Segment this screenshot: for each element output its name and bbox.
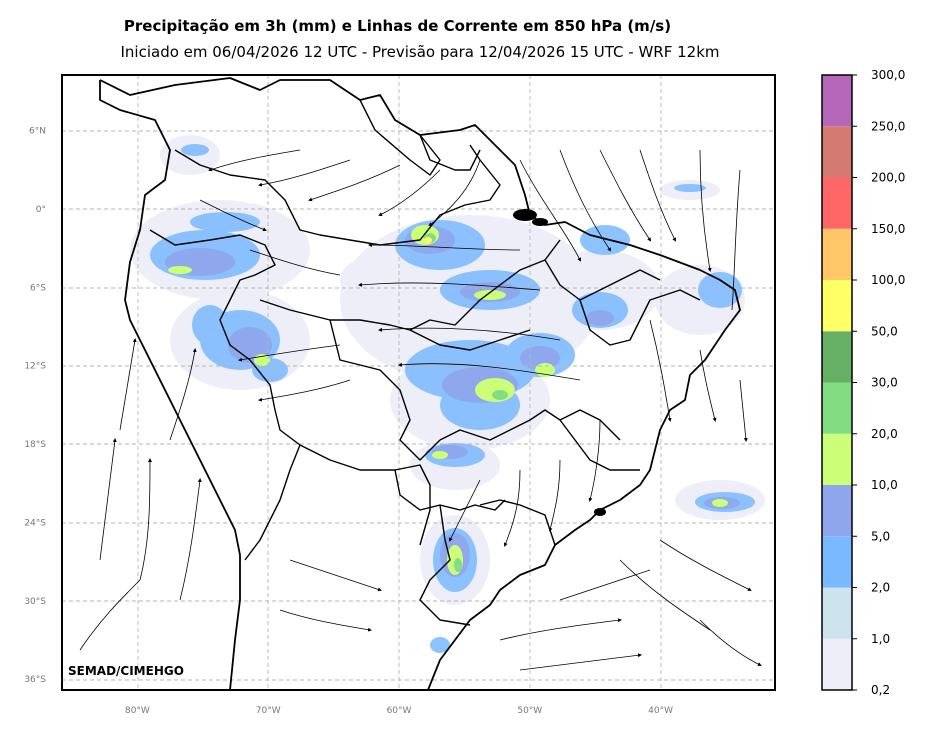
map-title: Precipitação em 3h (mm) e Linhas de Corr… xyxy=(123,17,672,35)
precipitation-field xyxy=(130,135,765,653)
colorbar-segment xyxy=(822,331,852,383)
lat-label: 24°S xyxy=(24,518,46,528)
colorbar-segment xyxy=(822,433,852,485)
lon-label: 60°W xyxy=(387,706,412,716)
colorbar: 0,2 1,0 2,0 5,0 10,0 20,0 30,0 50,0 100,0 150,0 20… xyxy=(821,68,905,697)
colorbar-label: 150,0 xyxy=(871,222,905,236)
lon-label: 50°W xyxy=(517,706,542,716)
lat-label: 36°S xyxy=(24,675,46,685)
latitude-labels: 6°N 0° 6°S 12°S 18°S 24°S 30°S 36°S xyxy=(24,127,46,686)
colorbar-label: 2,0 xyxy=(871,581,890,595)
lat-label: 12°S xyxy=(24,362,46,372)
colorbar-label: 5,0 xyxy=(871,529,890,543)
colorbar-segment xyxy=(822,536,852,588)
colorbar-label: 200,0 xyxy=(871,171,905,185)
colorbar-segment xyxy=(822,638,852,690)
colorbar-segment xyxy=(822,177,852,229)
credit-label: SEMAD/CIMEHGO xyxy=(68,664,184,678)
colorbar-label: 0,2 xyxy=(871,683,890,697)
lon-label: 70°W xyxy=(256,706,281,716)
map-panel: SEMAD/CIMEHGO xyxy=(62,75,775,690)
colorbar-label: 30,0 xyxy=(871,376,898,390)
map-frame xyxy=(61,74,776,691)
map-subtitle: Iniciado em 06/04/2026 12 UTC - Previsão… xyxy=(120,43,720,61)
lat-label: 0° xyxy=(36,205,46,215)
lon-label: 80°W xyxy=(125,706,150,716)
lon-label: 40°W xyxy=(648,706,673,716)
amazon-delta-islands xyxy=(513,209,606,516)
graticule xyxy=(62,75,775,690)
lat-label: 18°S xyxy=(24,440,46,450)
coastline xyxy=(99,77,741,690)
lat-label: 6°N xyxy=(29,127,46,137)
colorbar-segment xyxy=(822,587,852,639)
colorbar-segment xyxy=(822,280,852,332)
colorbar-label: 10,0 xyxy=(871,478,898,492)
colorbar-label: 250,0 xyxy=(871,119,905,133)
lat-label: 30°S xyxy=(24,597,46,607)
lat-label: 6°S xyxy=(30,283,46,293)
colorbar-label: 300,0 xyxy=(871,68,905,82)
country-borders xyxy=(149,99,701,626)
colorbar-segment xyxy=(822,382,852,434)
colorbar-label: 20,0 xyxy=(871,427,898,441)
longitude-labels: 80°W 70°W 60°W 50°W 40°W xyxy=(125,706,673,716)
colorbar-label: 100,0 xyxy=(871,273,905,287)
colorbar-segment xyxy=(822,75,852,127)
colorbar-label: 1,0 xyxy=(871,632,890,646)
colorbar-segment xyxy=(822,228,852,280)
colorbar-segment xyxy=(822,126,852,178)
streamlines xyxy=(79,149,762,671)
colorbar-label: 50,0 xyxy=(871,324,898,338)
colorbar-segment xyxy=(822,485,852,537)
